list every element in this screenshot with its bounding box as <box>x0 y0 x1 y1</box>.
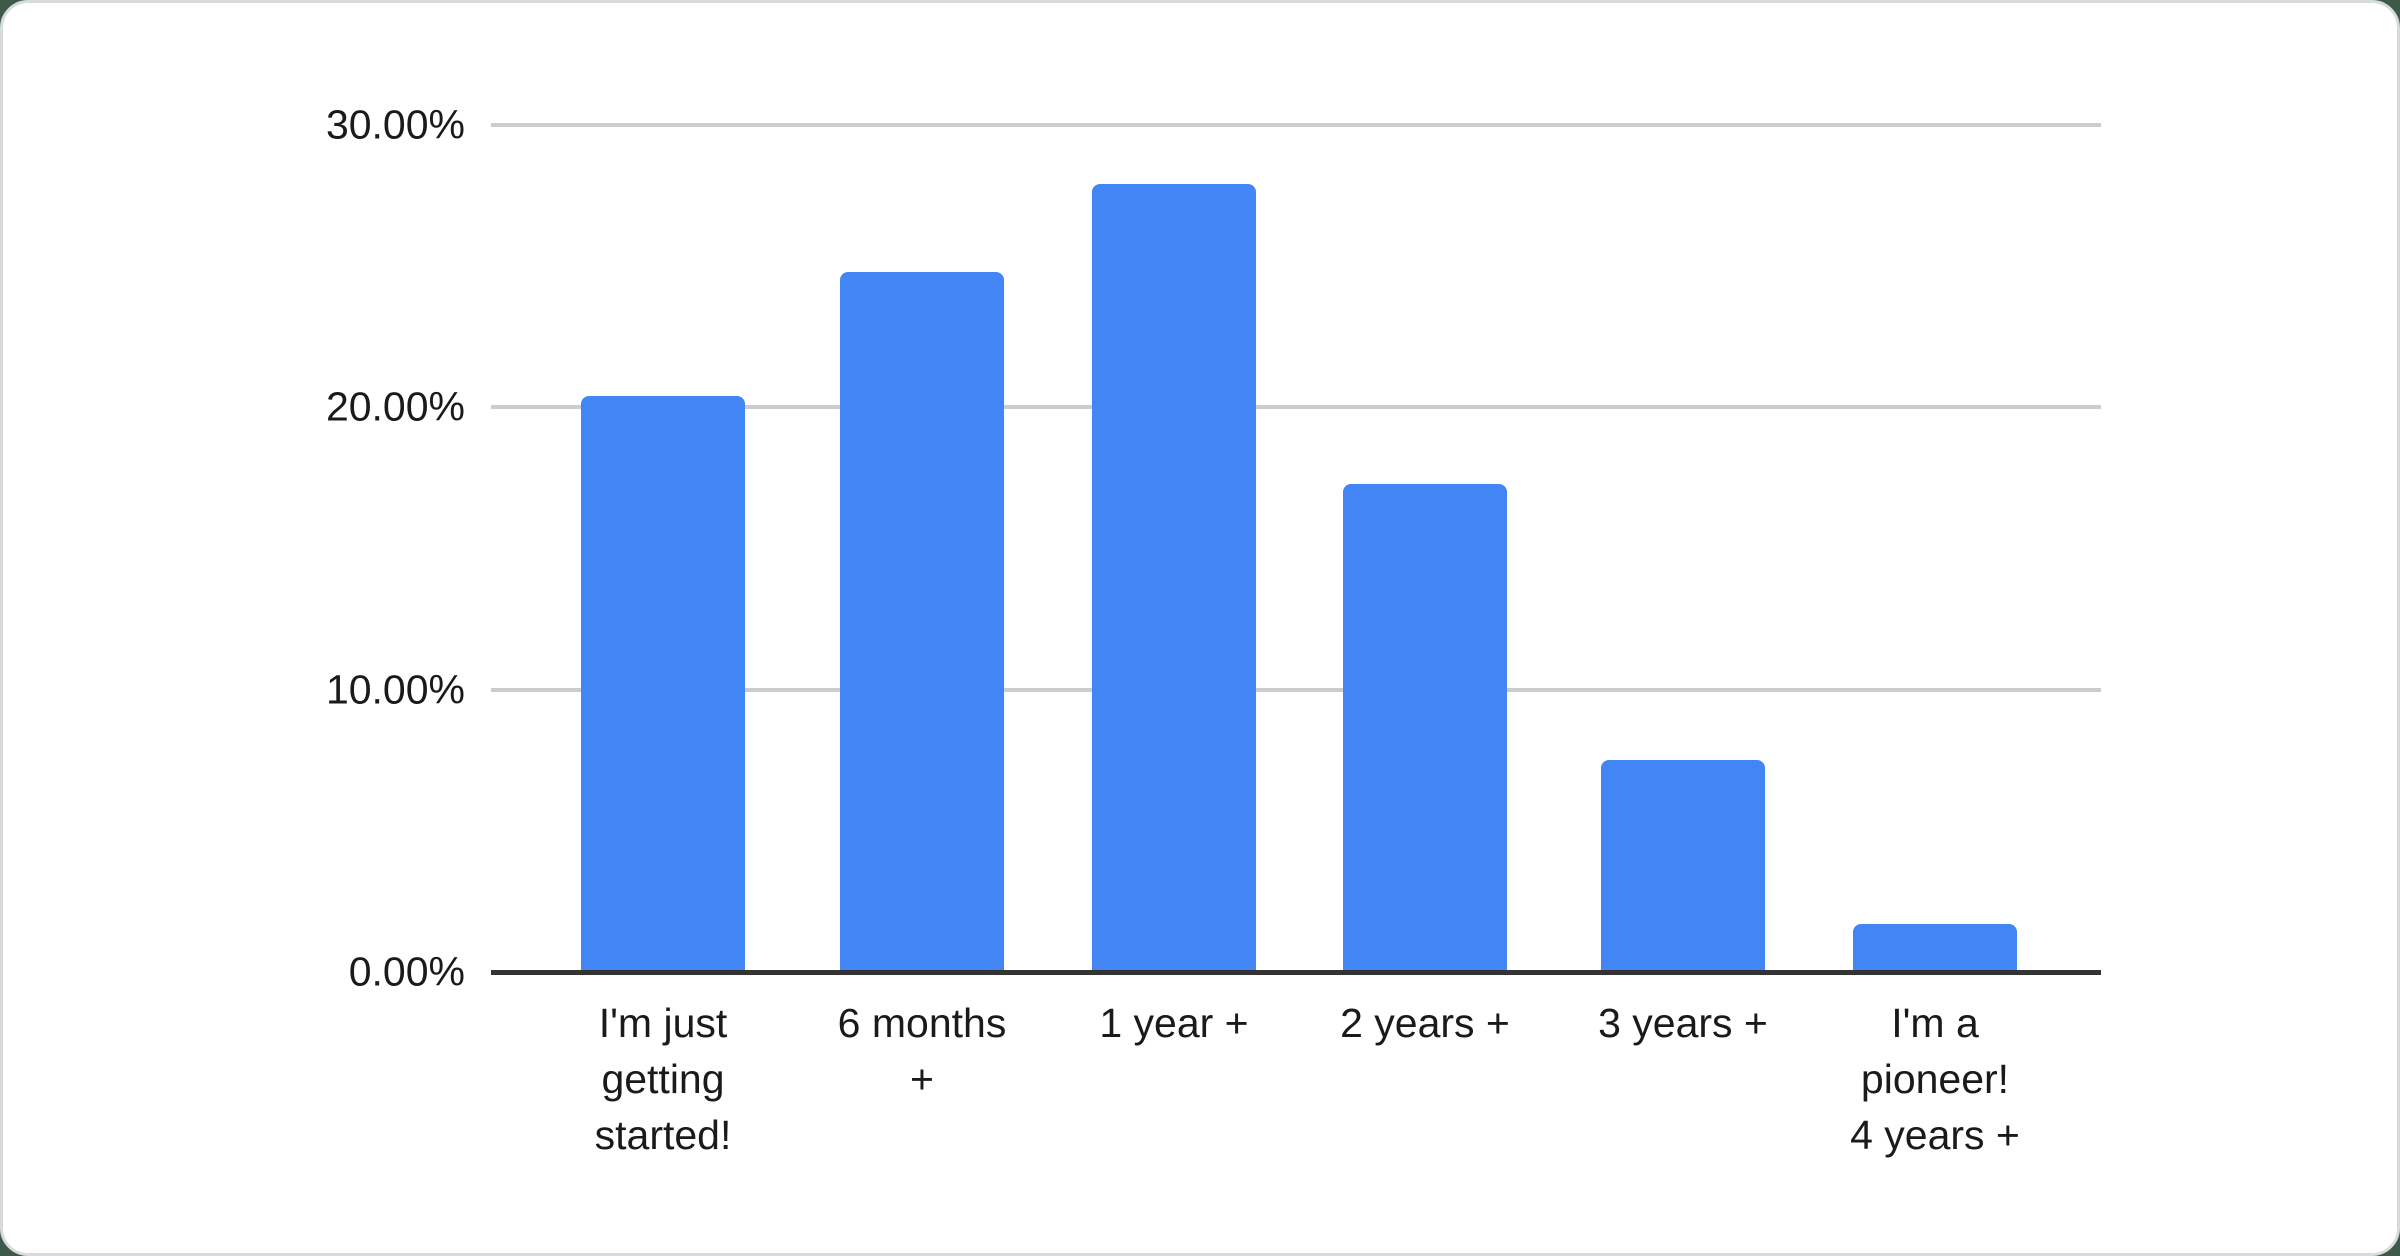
y-tick-label: 30.00% <box>325 101 465 148</box>
y-tick-label: 0.00% <box>348 948 465 995</box>
x-category-label-line: + <box>910 1056 934 1102</box>
bar-2 <box>840 272 1004 972</box>
x-category-label-line: pioneer! <box>1860 1056 2010 1102</box>
x-category-label-line: started! <box>594 1112 732 1158</box>
x-category-label-line: 2 years + <box>1340 1000 1510 1046</box>
x-category-label-line: 4 years + <box>1850 1112 2020 1158</box>
x-category-label-6: I'm a pioneer! 4 years + <box>1785 995 2085 1163</box>
bar-6 <box>1853 924 2017 972</box>
x-category-label-line: I'm just <box>598 1000 728 1046</box>
x-category-label-2: 6 months + <box>772 995 1072 1107</box>
bar-5 <box>1601 760 1765 972</box>
x-category-label-line: 1 year + <box>1099 1000 1249 1046</box>
bar-3 <box>1092 184 1256 972</box>
x-category-label-3: 1 year + <box>1024 995 1324 1051</box>
x-category-label-4: 2 years + <box>1275 995 1575 1051</box>
x-axis-line <box>491 970 2101 975</box>
y-tick-label: 10.00% <box>325 666 465 713</box>
x-category-label-1: I'm just getting started! <box>513 995 813 1163</box>
x-category-label-5: 3 years + <box>1533 995 1833 1051</box>
x-category-label-line: 3 years + <box>1598 1000 1768 1046</box>
gridline-20.00% <box>491 405 2101 410</box>
plot-area <box>491 123 2101 975</box>
bar-4 <box>1343 484 1507 972</box>
x-category-label-line: getting <box>601 1056 725 1102</box>
x-category-label-line: 6 months <box>837 1000 1007 1046</box>
bar-1 <box>581 396 745 972</box>
y-tick-label: 20.00% <box>325 383 465 430</box>
x-category-label-line: I'm a <box>1891 1000 1979 1046</box>
gridline-30.00% <box>491 123 2101 127</box>
gridline-10.00% <box>491 687 2101 692</box>
